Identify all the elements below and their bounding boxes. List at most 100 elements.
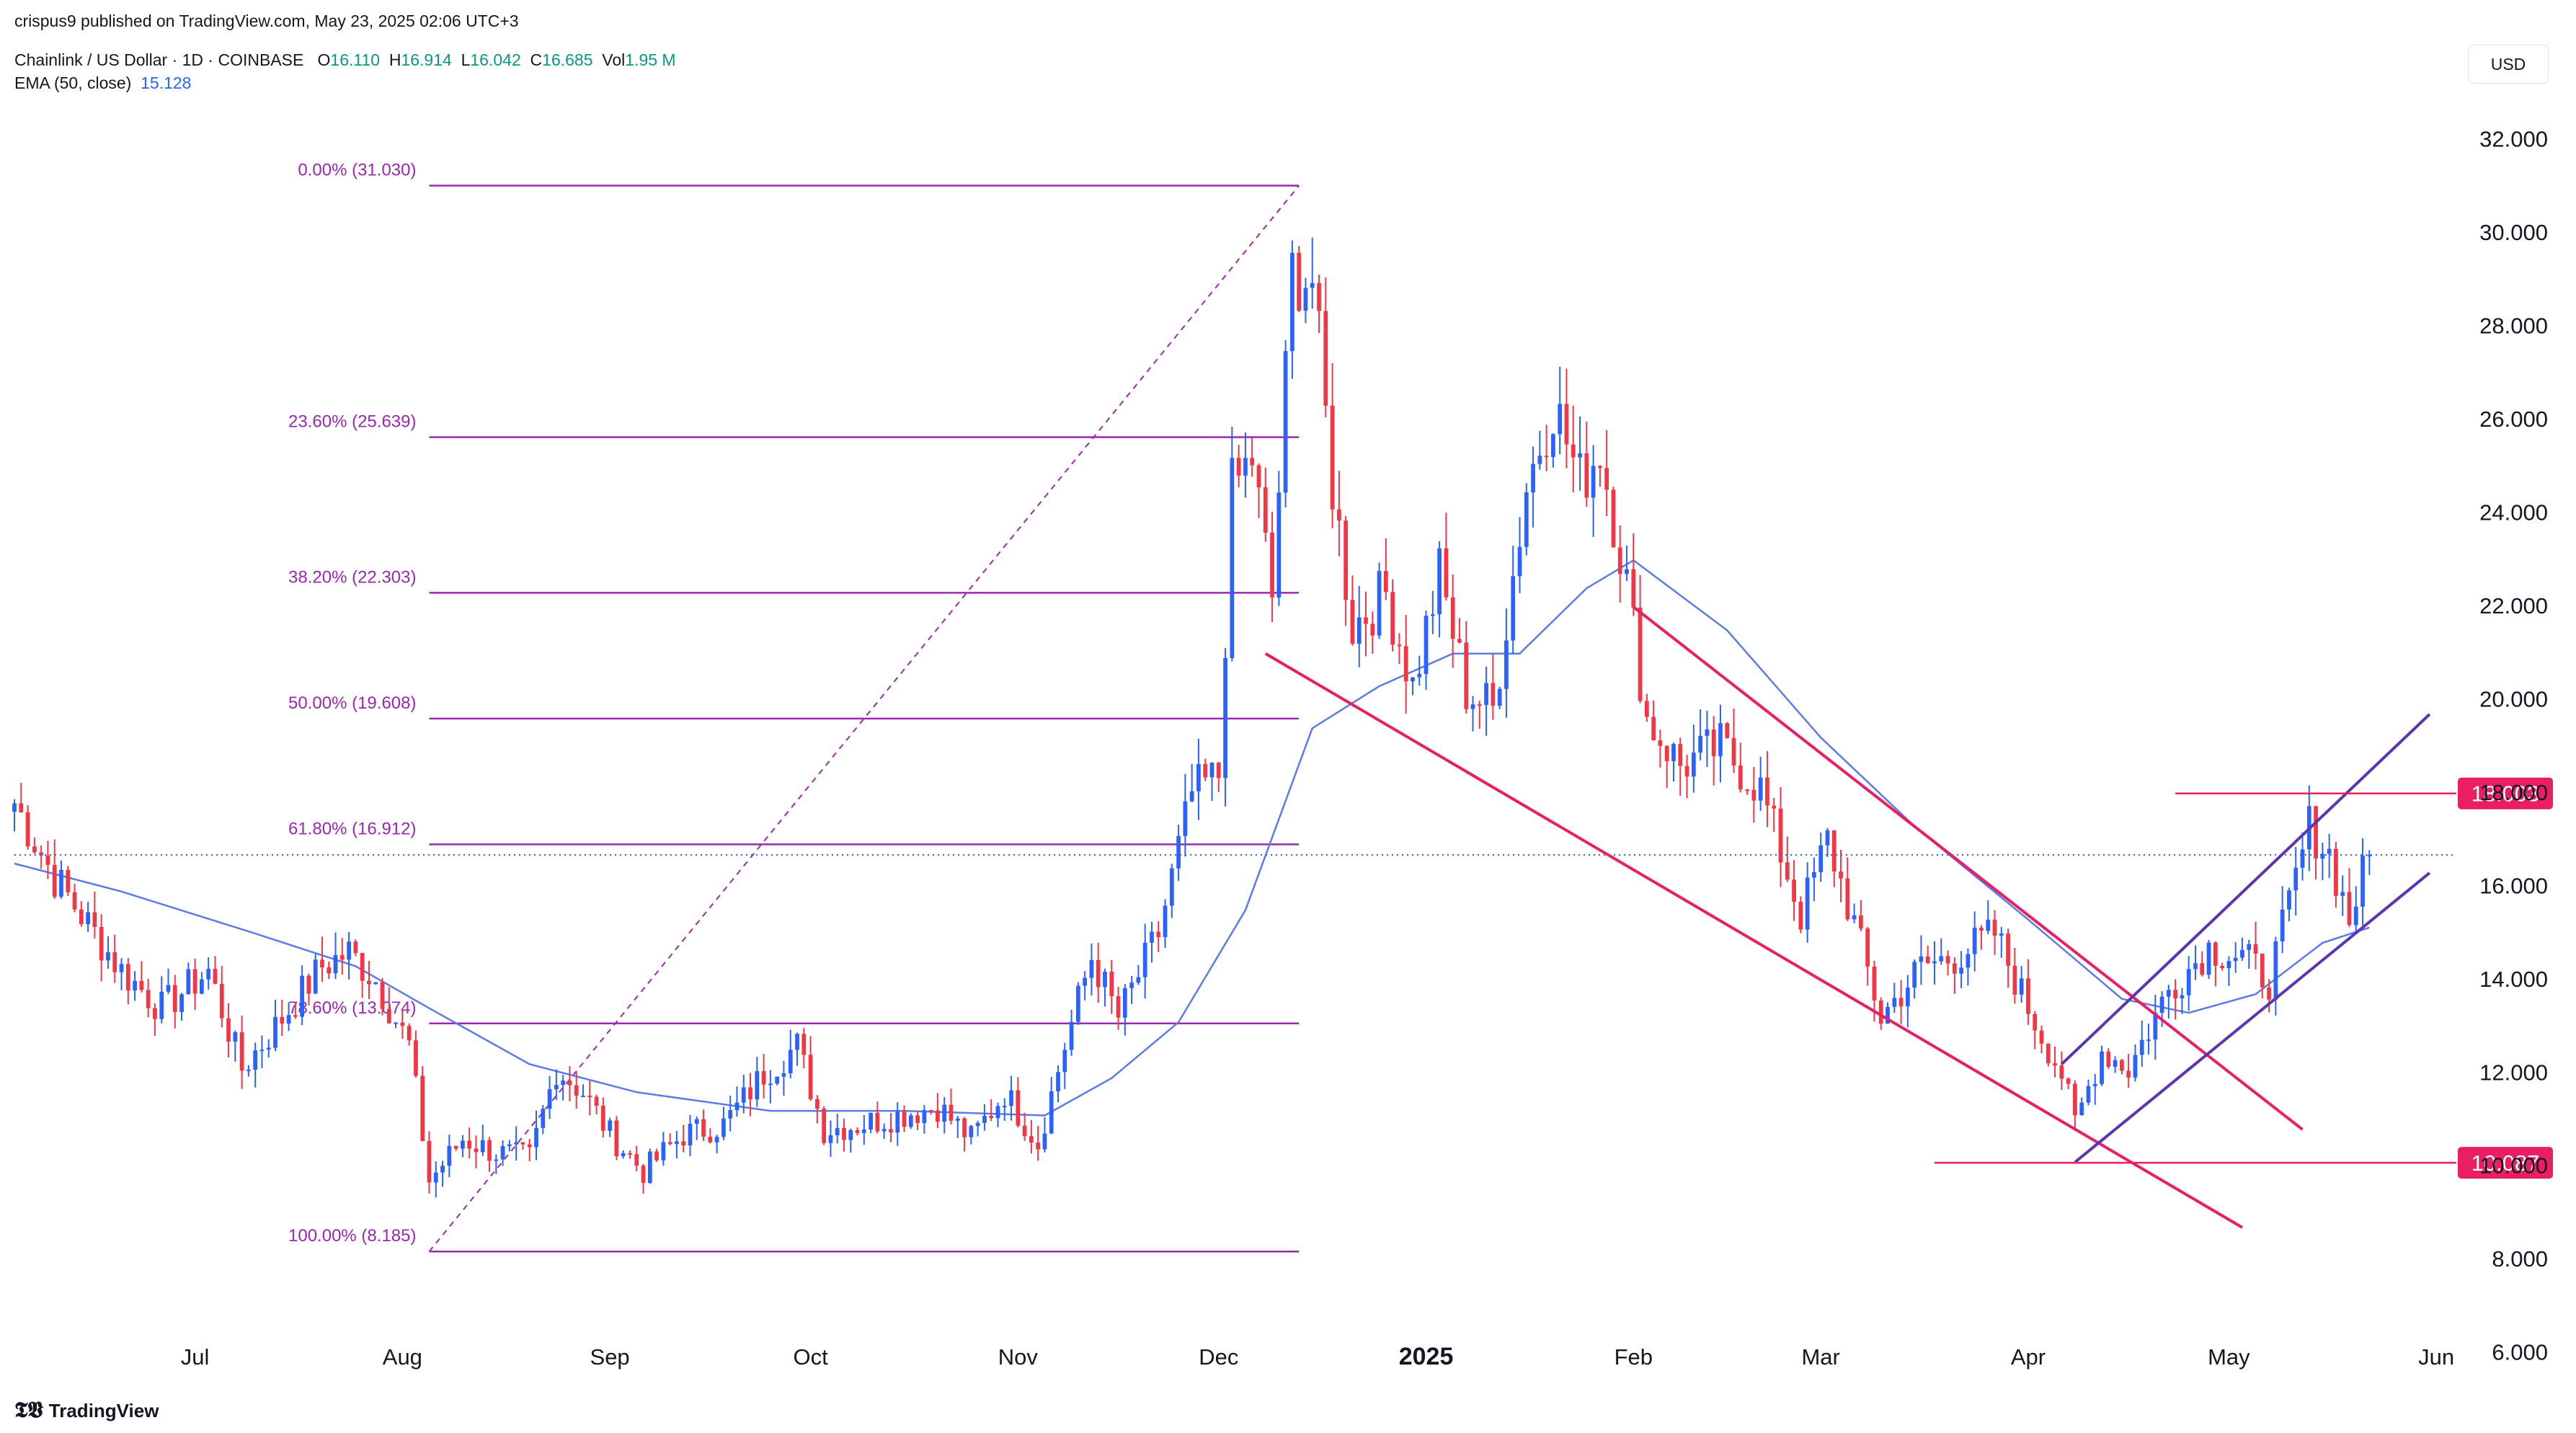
- candle-body: [420, 1075, 425, 1141]
- candle-body: [1551, 434, 1555, 457]
- candle: [1644, 693, 1649, 722]
- candle-body: [72, 892, 77, 910]
- published-info: crispus9 published on TradingView.com, M…: [14, 12, 519, 30]
- y-tick-label: 32.000: [2479, 127, 2548, 152]
- candle-body: [166, 985, 171, 992]
- candle: [259, 1035, 265, 1068]
- candle-body: [2100, 1051, 2104, 1084]
- trendline-falling-upper: [1633, 605, 2304, 1131]
- candle-body: [1150, 931, 1154, 943]
- candle-body: [647, 1151, 652, 1183]
- candle-body: [1457, 639, 1462, 643]
- candle: [1711, 716, 1716, 786]
- candle: [1417, 655, 1422, 686]
- candle: [2320, 843, 2325, 881]
- candle-body: [1142, 942, 1147, 977]
- candle: [39, 845, 44, 869]
- fibonacci-retracement[interactable]: 0.00% (31.030) 23.60% (25.639) 38.20% (22.…: [288, 161, 1300, 1253]
- candle-body: [39, 852, 44, 856]
- candle-body: [835, 1127, 840, 1135]
- candle-body: [1591, 466, 1596, 498]
- candle-body: [373, 982, 378, 985]
- candle-body: [2173, 990, 2178, 999]
- candle: [1477, 700, 1482, 729]
- candle-body: [139, 980, 144, 990]
- candle-body: [2200, 963, 2205, 975]
- candle: [734, 1086, 740, 1117]
- candle-body: [1578, 453, 1582, 458]
- x-tick-label: Jun: [2418, 1344, 2454, 1370]
- candle: [1604, 430, 1609, 516]
- candle-body: [902, 1112, 907, 1127]
- tradingview-logo-icon: 𝕿𝖁: [14, 1398, 43, 1422]
- candle-body: [581, 1095, 585, 1097]
- candle: [213, 956, 218, 985]
- candle-body: [1698, 735, 1702, 753]
- candle: [1751, 767, 1756, 823]
- candles-layer[interactable]: [12, 237, 2372, 1198]
- candle-body: [45, 855, 50, 865]
- candle: [1424, 610, 1429, 691]
- candle: [1336, 471, 1341, 556]
- candle: [494, 1154, 499, 1174]
- candle: [239, 1015, 244, 1089]
- candle-body: [2260, 953, 2265, 988]
- candle: [1189, 763, 1194, 803]
- candle: [1691, 724, 1696, 793]
- y-tick-label: 14.000: [2479, 967, 2548, 992]
- symbol-legend[interactable]: Chainlink / US Dollar · 1D · COINBASE O1…: [14, 50, 676, 70]
- candle-body: [1731, 737, 1736, 766]
- candle: [1310, 237, 1315, 309]
- candle-body: [2267, 987, 2271, 1000]
- candle-body: [1765, 777, 1769, 806]
- candle-body: [1979, 928, 1984, 931]
- ema-legend[interactable]: EMA (50, close) 15.128: [14, 74, 191, 93]
- candle-body: [2206, 942, 2211, 975]
- candle-body: [1638, 607, 1643, 701]
- candle: [2126, 1054, 2131, 1088]
- candle: [219, 966, 224, 1028]
- candle: [2213, 941, 2218, 987]
- candle-body: [2159, 996, 2164, 1013]
- candle-body: [1517, 546, 1522, 577]
- candle: [1163, 899, 1168, 949]
- candle-body: [1002, 1106, 1007, 1108]
- candle: [1236, 445, 1241, 488]
- candle-body: [1203, 763, 1208, 778]
- candle: [861, 1114, 866, 1145]
- candle: [2092, 1073, 2097, 1105]
- trendlines-layer[interactable]: 18.003 10.087: [14, 605, 2553, 1229]
- candle-body: [394, 1022, 398, 1024]
- candle-body: [1738, 765, 1743, 790]
- candle: [962, 1117, 967, 1152]
- open-label: O: [317, 50, 331, 69]
- candle: [1664, 745, 1669, 789]
- candle-body: [1912, 962, 1917, 988]
- candle: [1617, 525, 1622, 603]
- candle-body: [614, 1120, 619, 1156]
- candle-body: [2086, 1086, 2091, 1103]
- candle: [313, 954, 318, 994]
- candle-body: [520, 1142, 525, 1145]
- candle: [1919, 935, 1924, 985]
- candle-body: [2053, 1062, 2057, 1066]
- candle-body: [1839, 871, 1843, 879]
- candle: [1578, 416, 1582, 491]
- currency-button[interactable]: USD: [2468, 45, 2549, 84]
- candle: [320, 936, 324, 982]
- candle: [600, 1097, 605, 1137]
- candle-body: [1604, 468, 1609, 490]
- candle: [915, 1112, 920, 1130]
- candle-body: [192, 969, 197, 994]
- candle: [1364, 591, 1368, 657]
- candle-body: [2280, 909, 2285, 942]
- low-label: L: [461, 50, 471, 69]
- candle: [2193, 945, 2198, 980]
- candle: [172, 975, 177, 1029]
- fib-level-label: 38.20% (22.303): [288, 567, 416, 587]
- tradingview-branding[interactable]: 𝕿𝖁 TradingView: [14, 1398, 159, 1423]
- candle: [112, 934, 117, 983]
- candle-body: [1992, 919, 1997, 936]
- candle-body: [1966, 954, 1971, 968]
